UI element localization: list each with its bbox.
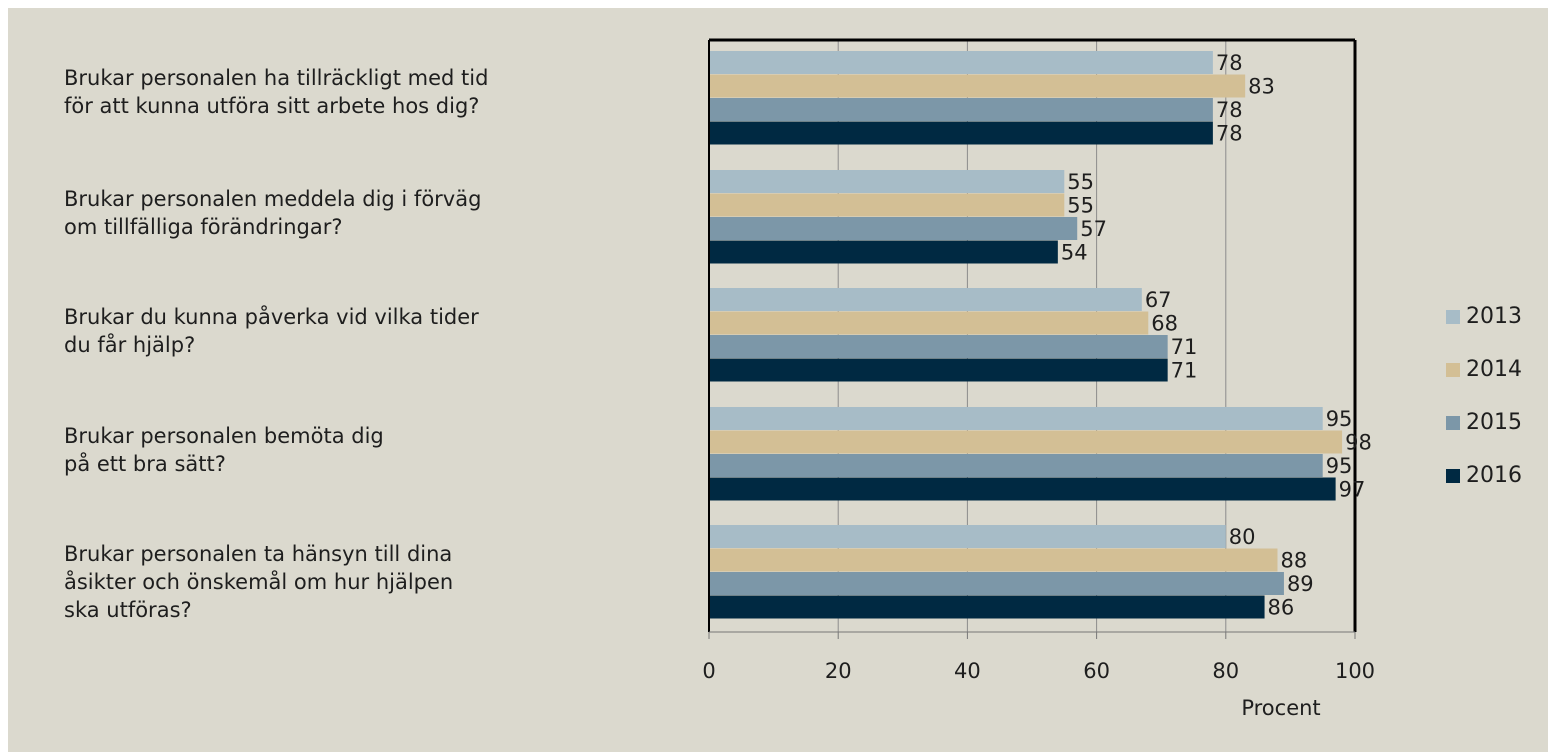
- data-label: 71: [1171, 335, 1198, 359]
- data-label: 98: [1345, 431, 1372, 455]
- bar: [709, 407, 1323, 430]
- legend-item: 2016: [1446, 449, 1522, 502]
- category-label: Brukar personalen bemöta dig på ett bra …: [64, 424, 384, 476]
- legend-swatch: [1446, 309, 1460, 324]
- category-label: Brukar personalen ta hänsyn till dina ås…: [64, 542, 454, 622]
- data-label: 95: [1326, 407, 1353, 431]
- data-label: 83: [1248, 75, 1275, 99]
- bar: [709, 548, 1278, 572]
- bar: [709, 572, 1284, 595]
- legend-swatch: [1446, 468, 1460, 483]
- bar: [709, 217, 1078, 240]
- category-label: Brukar personalen meddela dig i förväg o…: [64, 187, 482, 239]
- data-label: 68: [1151, 312, 1178, 336]
- bar: [709, 454, 1323, 477]
- data-label: 88: [1280, 549, 1307, 573]
- legend-item: 2013: [1446, 290, 1522, 343]
- data-label: 78: [1216, 122, 1243, 146]
- data-label: 71: [1171, 359, 1198, 383]
- data-label: 55: [1067, 194, 1094, 218]
- legend-label: 2015: [1466, 410, 1522, 435]
- bar: [709, 74, 1246, 98]
- bar: [709, 525, 1226, 548]
- bar: [709, 121, 1213, 145]
- x-axis-title: Procent: [1241, 696, 1320, 720]
- legend-swatch: [1446, 362, 1460, 377]
- x-tick-label: 40: [954, 659, 981, 683]
- legend-label: 2016: [1466, 463, 1522, 488]
- data-label: 67: [1145, 288, 1172, 312]
- bar: [709, 288, 1142, 311]
- legend-item: 2015: [1446, 396, 1522, 449]
- data-label: 78: [1216, 98, 1243, 122]
- x-tick-label: 100: [1335, 659, 1375, 683]
- bar: [709, 311, 1149, 335]
- data-label: 55: [1067, 170, 1094, 194]
- data-label: 80: [1229, 525, 1256, 549]
- x-tick-label: 60: [1083, 659, 1110, 683]
- bar: [709, 51, 1213, 74]
- x-tick-label: 20: [825, 659, 852, 683]
- x-tick-label: 0: [702, 659, 715, 683]
- category-label: Brukar du kunna påverka vid vilka tider …: [64, 305, 479, 357]
- bar: [709, 240, 1058, 264]
- data-label: 89: [1287, 572, 1314, 596]
- legend-swatch: [1446, 415, 1460, 430]
- bar: [709, 98, 1213, 121]
- data-label: 57: [1080, 217, 1107, 241]
- legend-item: 2014: [1446, 343, 1522, 396]
- data-label: 86: [1268, 596, 1295, 620]
- data-label: 54: [1061, 241, 1088, 265]
- bar: [709, 170, 1065, 193]
- bar: [709, 358, 1168, 382]
- bar: [709, 193, 1065, 217]
- legend: 2013 2014 2015 2016: [1446, 290, 1522, 502]
- category-label: Brukar personalen ha tillräckligt med ti…: [64, 66, 489, 118]
- legend-label: 2013: [1466, 304, 1522, 329]
- x-tick-label: 80: [1212, 659, 1239, 683]
- bar: [709, 477, 1336, 501]
- bar: [709, 335, 1168, 358]
- data-label: 97: [1339, 478, 1366, 502]
- bar: [709, 430, 1343, 454]
- data-label: 78: [1216, 51, 1243, 75]
- bar: [709, 595, 1265, 619]
- legend-label: 2014: [1466, 357, 1522, 382]
- data-label: 95: [1326, 454, 1353, 478]
